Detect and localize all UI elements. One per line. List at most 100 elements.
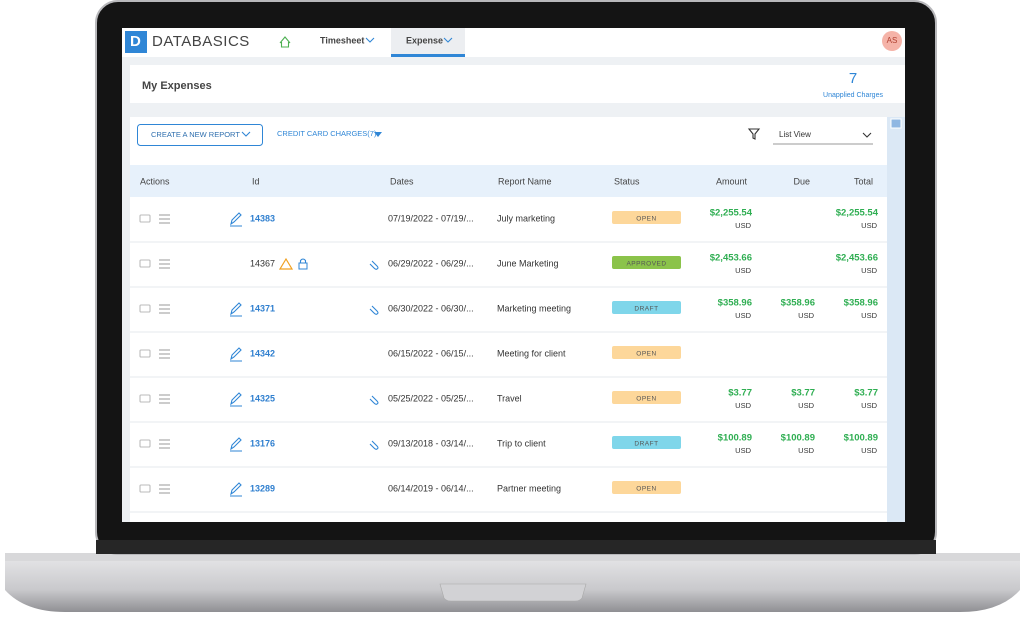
amount-value: $358.96 [781,298,815,309]
lock-shackle[interactable] [299,258,307,263]
row-id[interactable]: 14383 [250,213,275,223]
menu-icon[interactable] [159,304,170,314]
row-name: July marketing [497,213,555,223]
amount-value: $2,453.66 [836,253,878,264]
view-caret[interactable] [862,132,872,138]
amount-value: $3.77 [854,388,878,399]
status-badge [612,256,681,269]
view-select[interactable]: List View [779,130,811,139]
edit-icon[interactable] [230,437,242,452]
menu-icon[interactable] [159,214,170,224]
edit-icon[interactable] [230,392,242,407]
row-dates: 07/19/2022 - 07/19/... [388,213,474,223]
row-name: Travel [497,393,522,403]
row-id[interactable]: 13289 [250,483,275,493]
print-icon[interactable] [139,439,151,448]
status-badge [612,211,681,224]
amount-value: $358.96 [844,298,878,309]
filter-icon[interactable] [747,128,761,140]
print-icon[interactable] [139,484,151,493]
nav-tab-active[interactable] [391,28,465,57]
nav-caret[interactable] [365,37,375,43]
home-icon[interactable] [279,36,291,48]
print-icon[interactable] [139,259,151,268]
status-badge [612,346,681,359]
title-panel [130,65,905,103]
menu-icon[interactable] [159,259,170,269]
status-text: DRAFT [634,306,658,313]
row-dates: 05/25/2022 - 05/25/... [388,393,474,403]
amount-currency: USD [861,311,877,320]
amount-currency: USD [861,446,877,455]
warning-icon[interactable] [278,257,294,270]
logo-letter: D [130,33,141,50]
print-icon[interactable] [139,304,151,313]
status-text: OPEN [636,216,656,223]
status-text: OPEN [636,486,656,493]
credit-card-caret[interactable] [374,132,382,137]
attachment-icon[interactable] [369,440,379,450]
edit-icon[interactable] [230,302,242,317]
amount-value: $3.77 [791,388,815,399]
status-badge [612,391,681,404]
row-name: Meeting for client [497,348,566,358]
attachment-icon[interactable] [369,395,379,405]
row-dates: 06/14/2019 - 06/14/... [388,483,474,493]
nav-tab[interactable]: Expense [406,35,443,45]
avatar-initials[interactable]: AS [887,36,898,45]
amount-currency: USD [735,446,751,455]
scrollbar[interactable] [887,117,905,522]
lock-icon[interactable] [298,262,308,270]
status-text: OPEN [636,351,656,358]
nav-tab[interactable]: Timesheet [320,35,364,45]
row-id[interactable]: 14367 [250,258,275,268]
row-name: Partner meeting [497,483,561,493]
menu-icon[interactable] [159,484,170,494]
menu-icon[interactable] [159,394,170,404]
row-id[interactable]: 14342 [250,348,275,358]
menu-icon[interactable] [159,439,170,449]
scroll-thumb[interactable] [890,118,902,129]
menu-icon[interactable] [159,349,170,359]
row-name: June Marketing [497,258,559,268]
row-dates: 06/30/2022 - 06/30/... [388,303,474,313]
nav-underline [391,54,465,57]
print-icon[interactable] [139,349,151,358]
create-caret[interactable] [241,131,251,137]
laptop-notch [439,583,587,602]
column-header: Due [793,176,810,186]
status-text: APPROVED [626,261,666,268]
amount-currency: USD [798,401,814,410]
row-id[interactable]: 13176 [250,438,275,448]
edit-icon[interactable] [230,212,242,227]
edit-icon[interactable] [230,482,242,497]
row-id[interactable]: 14325 [250,393,275,403]
avatar[interactable] [882,31,902,51]
column-header: Id [252,176,260,186]
create-button-label[interactable]: CREATE A NEW REPORT [151,130,240,139]
nav-caret[interactable] [443,37,453,43]
status-badge [612,436,681,449]
print-icon[interactable] [139,394,151,403]
print-icon[interactable] [139,214,151,223]
screen: D DATABASICS Timesheet Expense AS My Exp… [122,28,905,522]
create-button[interactable] [137,124,263,146]
amount-currency: USD [735,266,751,275]
attachment-icon[interactable] [369,305,379,315]
table-body [130,197,887,522]
amount-value: $2,255.54 [836,208,879,219]
credit-card-link[interactable]: CREDIT CARD CHARGES(7) [277,129,377,138]
laptop-chin [96,540,936,554]
amount-value: $3.77 [728,388,752,399]
column-header: Report Name [498,176,552,186]
edit-icon[interactable] [230,347,242,362]
row-id[interactable]: 14371 [250,303,275,313]
column-header: Amount [716,176,748,186]
unapplied-label[interactable]: Unapplied Charges [823,92,883,99]
attachment-icon[interactable] [369,260,379,270]
unapplied-count[interactable]: 7 [849,70,857,87]
amount-currency: USD [798,446,814,455]
page-title: My Expenses [142,80,212,92]
amount-value: $100.89 [781,433,815,444]
